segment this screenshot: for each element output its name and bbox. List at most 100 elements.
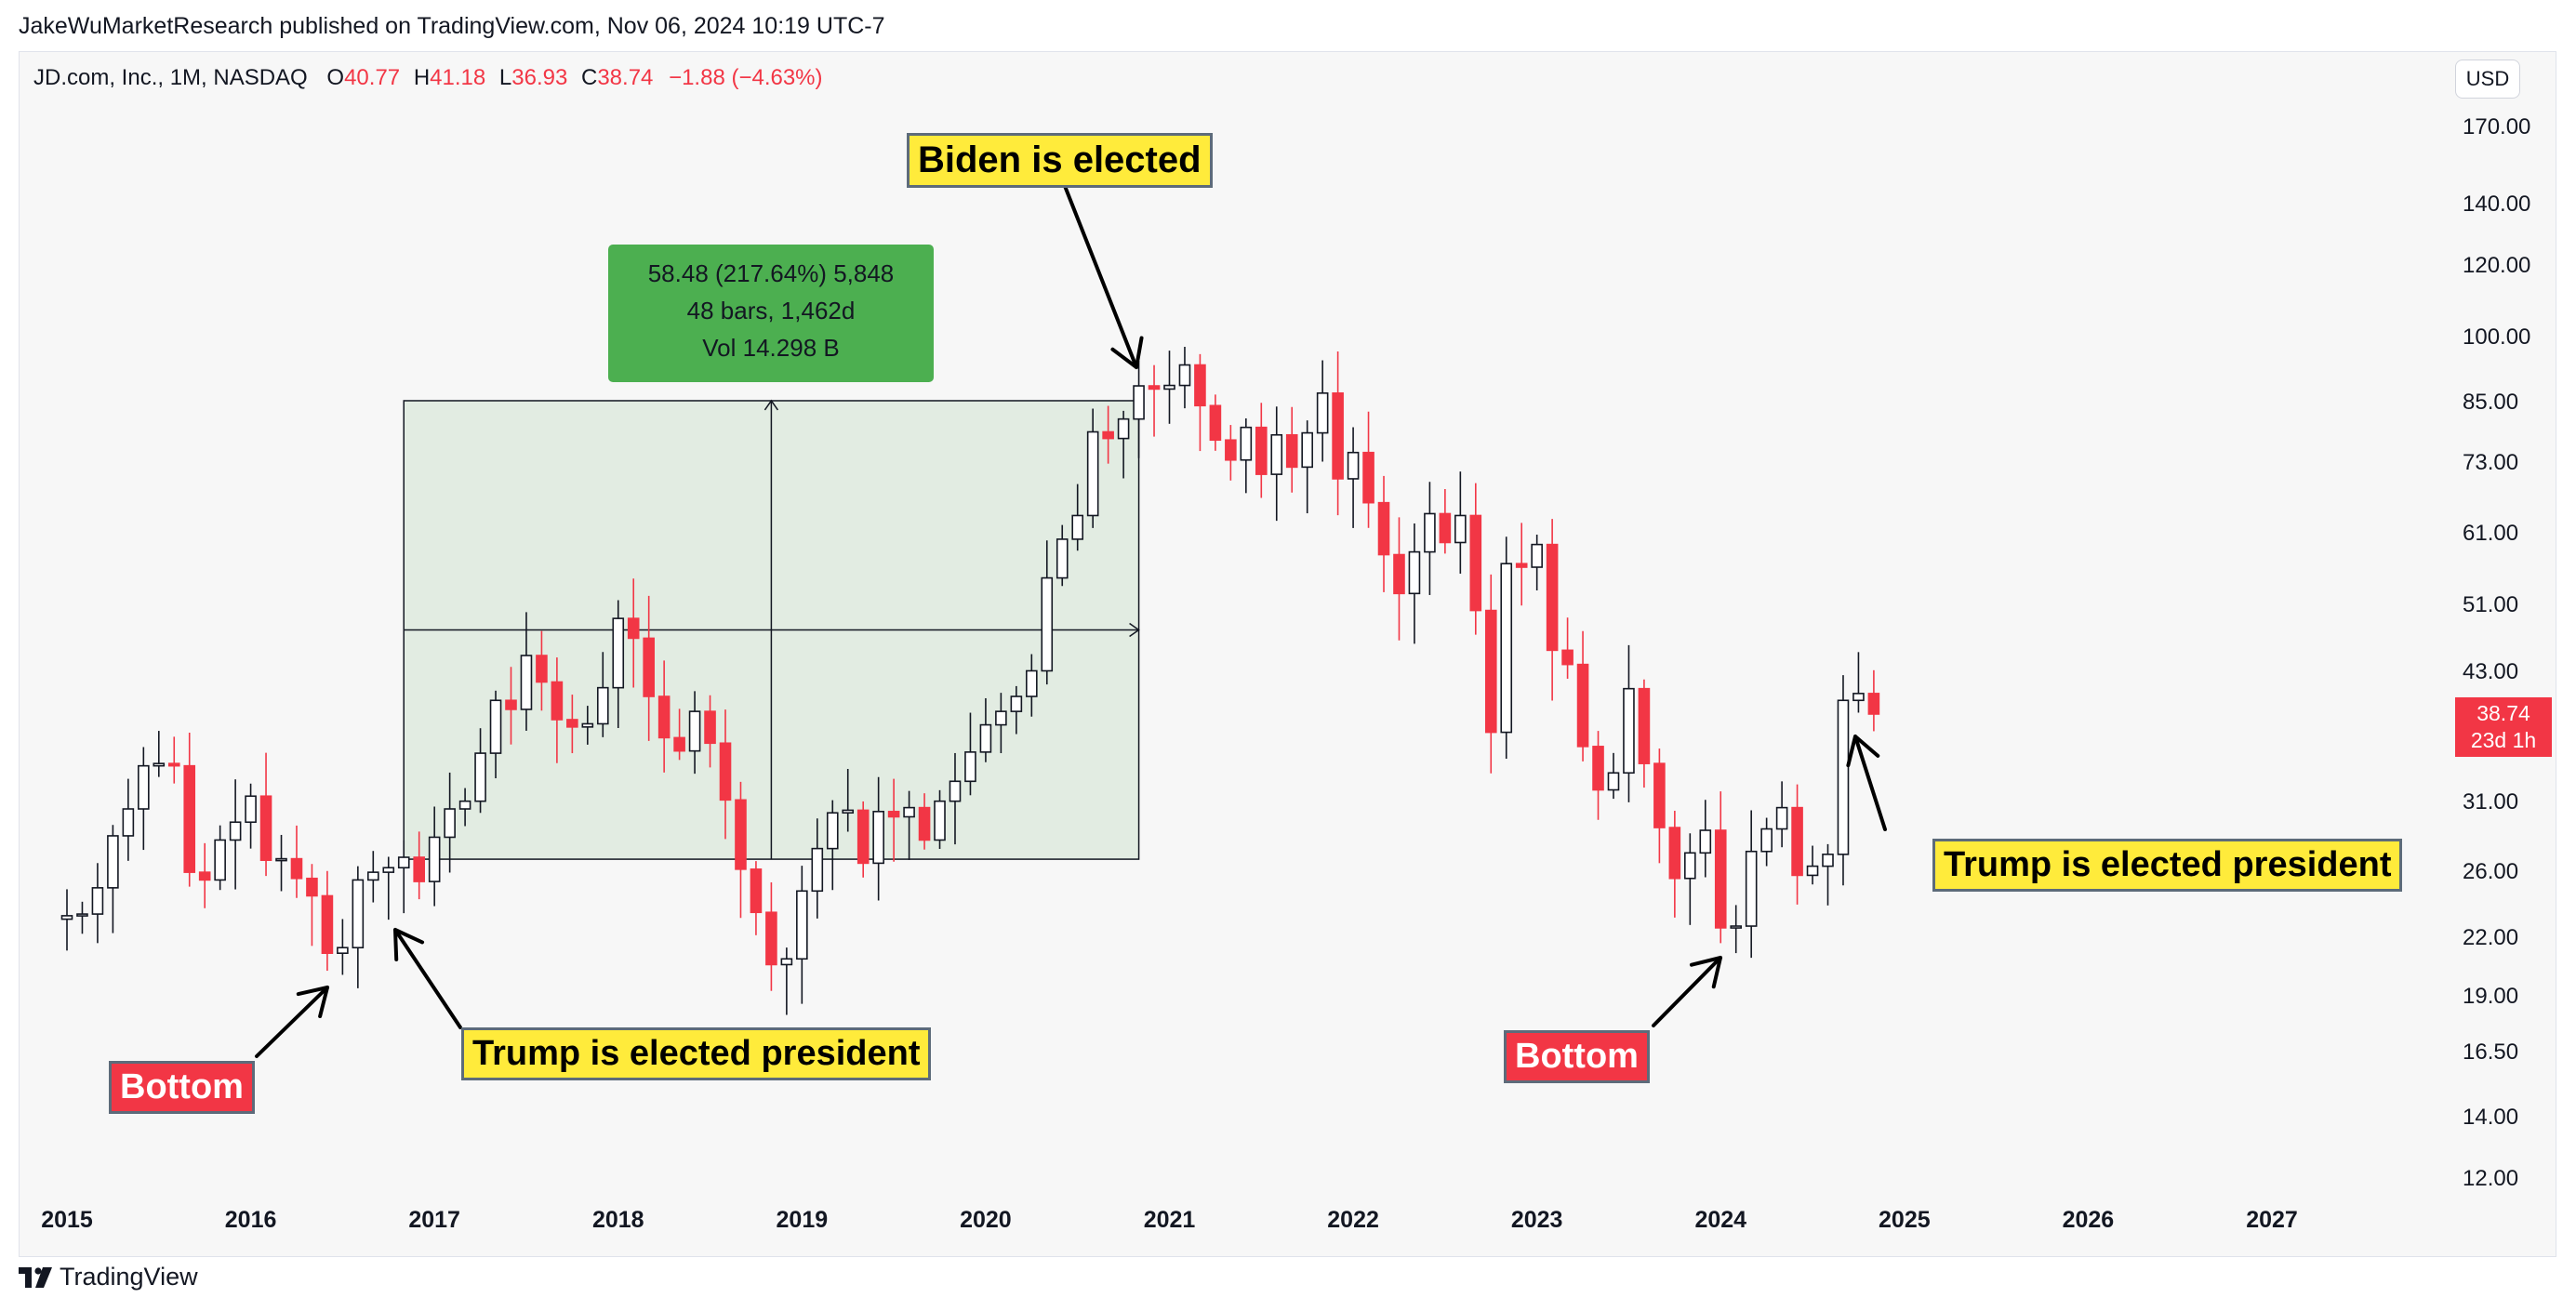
price-tick-label: 120.00 [2463, 252, 2531, 278]
last-price-value: 38.74 [2476, 701, 2530, 725]
candle-body [1439, 512, 1452, 544]
candle-body [719, 742, 732, 801]
candle-body [995, 710, 1007, 726]
trump-2016-note[interactable]: Trump is elected president [461, 1027, 932, 1080]
candle-body [842, 809, 855, 814]
candle-body [1775, 806, 1788, 830]
candle-body [122, 808, 135, 837]
candle-body [1041, 576, 1054, 672]
biden-arrow-head [1110, 336, 1144, 369]
bar-countdown: 23d 1h [2470, 728, 2537, 752]
candle-body [352, 879, 365, 949]
candle-body [183, 764, 196, 873]
candle-body [1469, 514, 1482, 612]
candle-body [1301, 431, 1313, 469]
candle-body [643, 637, 655, 697]
candle-body [167, 762, 180, 767]
candle-body [1699, 829, 1712, 854]
biden-note[interactable]: Biden is elected [907, 133, 1213, 188]
candle-body [153, 762, 166, 767]
measure-right-arrowhead [1129, 622, 1140, 638]
candle-body [474, 752, 486, 802]
candle-body [1515, 563, 1528, 568]
candle-body [397, 856, 410, 869]
bottom-2024-note[interactable]: Bottom [1504, 1030, 1650, 1083]
candle-body [1255, 426, 1268, 475]
candle-body [198, 871, 211, 881]
candle-body [214, 839, 226, 881]
candle-body [918, 806, 931, 841]
candle-body [627, 617, 640, 640]
candle-body [1071, 514, 1084, 540]
price-tick-label: 14.00 [2463, 1105, 2519, 1131]
candle-body [1484, 609, 1497, 734]
candle-body [1730, 925, 1743, 929]
time-tick-label: 2023 [1510, 1207, 1563, 1233]
candle-body [337, 947, 349, 954]
time-tick-label: 2027 [2246, 1207, 2298, 1233]
candle-body [1837, 699, 1850, 855]
price-tick-label: 51.00 [2463, 591, 2519, 617]
candle-body [1867, 693, 1880, 715]
candle-body [979, 723, 992, 753]
candle-body [520, 655, 533, 710]
measure-layer [403, 399, 1140, 860]
candle-body [735, 799, 747, 870]
candle-body [1653, 762, 1666, 828]
time-tick-label: 2026 [2062, 1207, 2115, 1233]
candle-body [1822, 854, 1834, 867]
change-value: −1.88 (−4.63%) [669, 65, 823, 90]
tradingview-logo-icon [19, 1266, 52, 1288]
low-value: 36.93 [511, 65, 568, 90]
candle-body [750, 868, 763, 914]
candle-body [1178, 364, 1191, 387]
last-price-badge: 38.74 23d 1h [2455, 697, 2552, 757]
candle-body [765, 911, 777, 966]
trump-2024-arrow-head [1846, 735, 1880, 768]
candle-body [1500, 563, 1513, 734]
candle-body [245, 795, 257, 824]
candle-body [1133, 385, 1145, 420]
candle-body [673, 736, 685, 752]
candle-body [536, 655, 548, 683]
candle-body [1332, 392, 1344, 480]
candle-body [76, 913, 88, 917]
price-tick-label: 43.00 [2463, 659, 2519, 685]
currency-button[interactable]: USD [2455, 60, 2520, 99]
candle-body [780, 958, 793, 966]
measure-up-arrowhead [764, 399, 779, 411]
candle-body [949, 780, 962, 802]
price-tick-label: 19.00 [2463, 983, 2519, 1009]
tradingview-brand[interactable]: TradingView [19, 1263, 198, 1291]
candle-body [1285, 433, 1298, 469]
candle-body [1408, 550, 1421, 595]
time-tick-label: 2019 [776, 1207, 829, 1233]
price-tick-label: 100.00 [2463, 324, 2531, 351]
candle-body [1607, 772, 1620, 791]
candle-body [1240, 426, 1253, 461]
candle-body [138, 764, 150, 810]
candle-body [826, 812, 839, 850]
candle-layer [60, 347, 1880, 1015]
candle-body [903, 806, 915, 818]
price-tick-label: 22.00 [2463, 925, 2519, 951]
candle-body [1531, 543, 1543, 568]
candle-body [1623, 687, 1635, 775]
price-tick-label: 85.00 [2463, 389, 2519, 415]
measure-change: 58.48 (217.64%) 5,848 [647, 259, 895, 287]
trump-2024-arrow [1853, 735, 1887, 831]
price-tick-label: 140.00 [2463, 191, 2531, 217]
candle-body [259, 795, 272, 861]
measure-bars: 48 bars, 1,462d [686, 297, 856, 324]
candle-body [1745, 850, 1758, 927]
candle-body [1393, 553, 1405, 595]
trump-2016-arrow [393, 928, 462, 1029]
bottom-2016-note[interactable]: Bottom [109, 1061, 255, 1114]
candle-body [1362, 451, 1374, 504]
candle-body [321, 894, 334, 954]
candle-body [934, 800, 946, 841]
candle-body [1638, 687, 1651, 764]
time-tick-label: 2015 [41, 1207, 93, 1233]
trump-2024-note[interactable]: Trump is elected president [1932, 839, 2403, 892]
